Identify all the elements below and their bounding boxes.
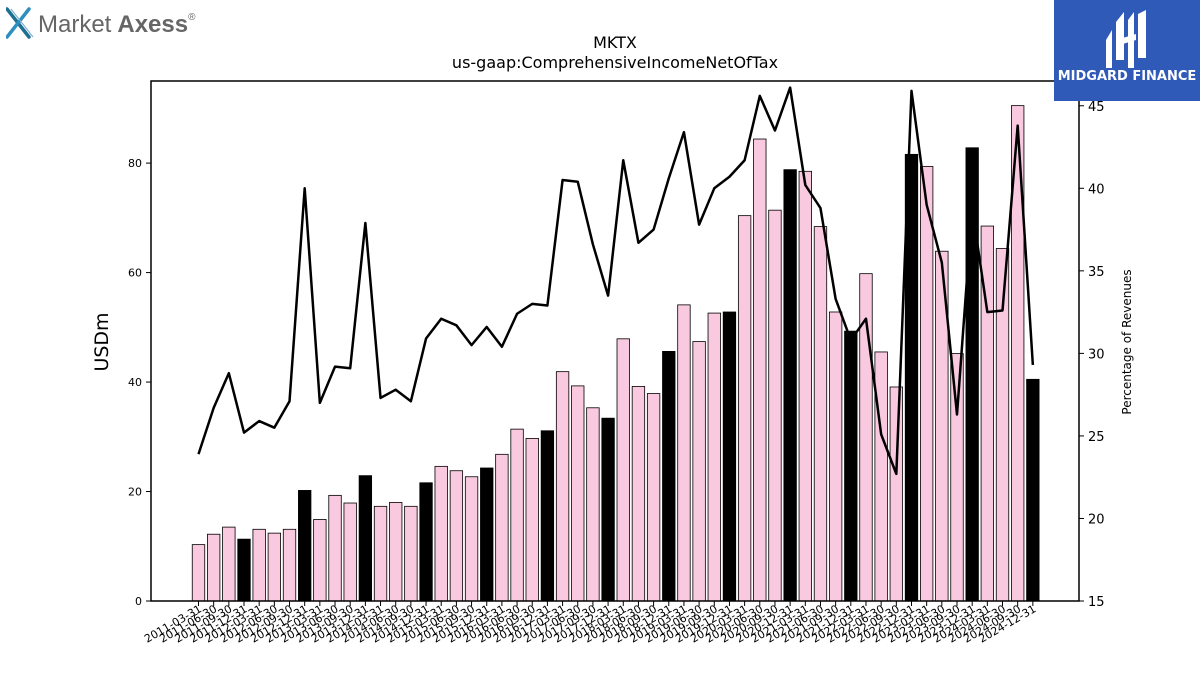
- bar-group: [191, 105, 1040, 602]
- percentage-line: [197, 86, 1035, 476]
- bar-2017-03-31: [555, 371, 570, 602]
- bar-2019-03-31: [677, 304, 691, 602]
- bar-2013-03-31: [313, 519, 327, 602]
- bar-2022-09-30: [889, 386, 903, 602]
- bar-2024-12-31: [1026, 378, 1040, 602]
- bar-2013-06-30: [328, 494, 342, 602]
- bar-2011-12-31: [237, 538, 251, 602]
- line-group: [197, 86, 1035, 476]
- bar-2020-03-31: [737, 215, 752, 602]
- logo-text-axess: Axess: [117, 11, 188, 38]
- y-tick-label: 80: [128, 157, 142, 170]
- bar-2018-06-30: [631, 386, 646, 602]
- bar-2015-06-30: [449, 470, 464, 602]
- bar-2013-12-31: [358, 475, 373, 602]
- y2-tick-label: 45: [1088, 100, 1105, 115]
- bar-2016-03-31: [495, 453, 509, 602]
- midgard-emblem-icon: [1106, 10, 1146, 68]
- bar-2014-12-31: [419, 482, 433, 602]
- bar-2016-06-30: [510, 428, 524, 602]
- y-tick-label: 60: [128, 267, 142, 280]
- bar-2019-09-30: [707, 312, 721, 602]
- bar-2017-09-30: [586, 407, 600, 602]
- bar-2019-06-30: [692, 341, 706, 602]
- bar-2021-03-31: [798, 170, 812, 602]
- bar-2016-09-30: [525, 438, 539, 602]
- bar-2013-09-30: [343, 502, 357, 602]
- midgard-finance-text: MIDGARD FINANCE: [1058, 69, 1197, 84]
- y2-tick-label: 30: [1088, 347, 1105, 362]
- bar-2015-03-31: [434, 465, 448, 602]
- bar-2014-03-31: [373, 505, 388, 602]
- y-tick-label: 20: [128, 486, 142, 499]
- y2-tick-label: 15: [1088, 595, 1105, 610]
- bar-2014-06-30: [389, 502, 403, 602]
- bar-2018-09-30: [646, 393, 661, 602]
- bar-2023-09-30: [950, 353, 964, 602]
- bar-2017-12-31: [601, 417, 615, 602]
- y2-tick-label: 35: [1088, 265, 1105, 280]
- logo-text-market: Market: [38, 11, 112, 38]
- bar-2021-12-31: [844, 330, 858, 602]
- marketaxess-x-icon: [5, 7, 34, 39]
- bar-2015-09-30: [464, 476, 479, 602]
- bar-2018-03-31: [616, 338, 630, 602]
- bar-2020-09-30: [768, 209, 782, 602]
- y-axis-label: USDm: [91, 312, 113, 371]
- axes-group: 020406080152025303540452011-03-312011-06…: [128, 80, 1105, 646]
- bar-2021-06-30: [813, 226, 828, 602]
- bar-2021-09-30: [828, 311, 843, 602]
- bar-2019-12-31: [722, 311, 737, 602]
- bar-2012-06-30: [267, 532, 282, 602]
- bar-2012-03-31: [252, 528, 266, 602]
- logo-reg-mark: ®: [188, 12, 196, 23]
- y-tick-label: 0: [135, 595, 142, 608]
- bar-2020-06-30: [753, 138, 767, 602]
- y2-tick-label: 20: [1088, 512, 1105, 527]
- midgard-finance-logo: MIDGARD FINANCE: [1054, 0, 1200, 101]
- y2-tick-label: 40: [1088, 182, 1105, 197]
- bar-2012-12-31: [298, 490, 312, 602]
- bar-2012-09-30: [282, 528, 297, 602]
- bar-2016-12-31: [540, 430, 555, 602]
- bar-2014-09-30: [404, 505, 418, 602]
- bar-2011-09-30: [222, 526, 236, 602]
- chart-title: MKTX: [593, 33, 637, 52]
- bar-2022-06-30: [874, 351, 888, 602]
- bar-2011-03-31: [191, 544, 206, 602]
- chart-subtitle: us-gaap:ComprehensiveIncomeNetOfTax: [452, 53, 778, 72]
- bar-2018-12-31: [662, 350, 676, 602]
- marketaxess-logo: Market Axess®: [5, 6, 206, 40]
- y2-axis-label: Percentage of Revenues: [1120, 269, 1134, 414]
- bar-2023-03-31: [920, 165, 934, 602]
- y2-tick-label: 25: [1088, 430, 1105, 445]
- bar-2020-12-31: [783, 169, 797, 602]
- bar-2017-06-30: [571, 385, 585, 602]
- plot-frame: [150, 80, 1080, 602]
- bar-2011-06-30: [207, 533, 221, 602]
- y-tick-label: 40: [128, 376, 142, 389]
- bar-2015-12-31: [480, 467, 494, 602]
